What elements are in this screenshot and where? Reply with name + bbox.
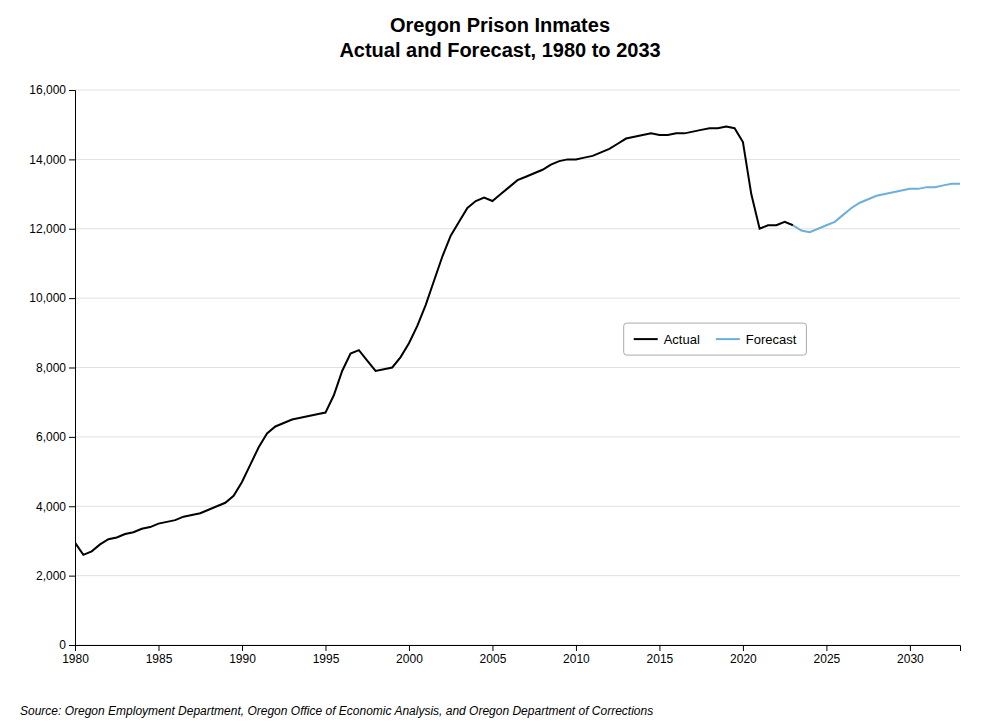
x-tick: 1990: [229, 645, 256, 666]
y-tick: 8,000: [36, 361, 75, 375]
y-tick-mark: [69, 368, 75, 369]
y-tick-label: 12,000: [29, 222, 66, 236]
y-tick: 12,000: [29, 222, 75, 236]
legend-label: Actual: [664, 332, 700, 347]
y-tick-mark: [69, 229, 75, 230]
legend-label: Forecast: [746, 332, 797, 347]
y-axis: 0 2,000 4,000 6,000 8,000 10,000 12,000 14,000 1…: [29, 83, 75, 652]
y-tick-label: 14,000: [29, 153, 66, 167]
x-tick-label: 1995: [313, 652, 340, 666]
x-tick-label: 2030: [897, 652, 924, 666]
grid-line: [75, 506, 960, 507]
y-tick-mark: [69, 506, 75, 507]
y-tick-label: 4,000: [36, 500, 66, 514]
y-tick: 4,000: [36, 500, 75, 514]
x-tick-mark: [492, 645, 493, 651]
x-tick: 1995: [313, 645, 340, 666]
title: Oregon Prison Inmates Actual and Forecast…: [339, 14, 660, 61]
source-note: Source: Oregon Employment Department, Or…: [20, 704, 653, 718]
y-tick-mark: [69, 298, 75, 299]
x-tick-label: 1980: [62, 652, 89, 666]
y-axis-line: [69, 91, 76, 646]
x-tick: 2025: [814, 645, 841, 666]
x-tick-mark: [158, 645, 159, 651]
legend-item: Forecast: [716, 332, 797, 347]
y-tick-label: 16,000: [29, 83, 66, 97]
x-tick: 2010: [563, 645, 590, 666]
series-line: [793, 184, 960, 233]
legend: Actual Forecast: [624, 323, 807, 355]
x-tick-mark: [576, 645, 577, 651]
y-tick-label: 8,000: [36, 361, 66, 375]
x-tick-mark: [242, 645, 243, 651]
x-tick-mark: [325, 645, 326, 651]
x-tick-mark: [659, 645, 660, 651]
grid-line: [75, 228, 960, 229]
y-tick-label: 0: [59, 638, 66, 652]
y-tick-label: 2,000: [36, 569, 66, 583]
x-tick-label: 2020: [730, 652, 757, 666]
plot: 1980 1985 1990 1995 2000 2005 2010 2015 2020 2025…: [29, 83, 960, 665]
title-line: Oregon Prison Inmates: [390, 14, 610, 36]
x-tick-label: 2025: [814, 652, 841, 666]
series-line: [75, 126, 793, 554]
x-tick-label: 1985: [146, 652, 173, 666]
legend-item: Actual: [634, 332, 700, 347]
x-tick-mark: [826, 645, 827, 651]
x-axis: 1980 1985 1990 1995 2000 2005 2010 2015 2020 2025…: [62, 645, 960, 666]
y-tick-mark: [69, 645, 75, 646]
x-tick: 2005: [480, 645, 507, 666]
x-tick: 2000: [396, 645, 423, 666]
x-tick: 1985: [146, 645, 173, 666]
x-tick-mark: [743, 645, 744, 651]
grid: [75, 90, 960, 645]
grid-line: [75, 159, 960, 160]
y-tick: 0: [59, 638, 75, 652]
grid-line: [75, 575, 960, 576]
x-axis-line: [76, 646, 961, 652]
y-tick: 10,000: [29, 291, 75, 305]
x-tick-label: 2005: [480, 652, 507, 666]
title-line: Actual and Forecast, 1980 to 2033: [339, 39, 660, 61]
y-tick: 16,000: [29, 83, 75, 97]
y-tick: 14,000: [29, 153, 75, 167]
x-tick-label: 2010: [563, 652, 590, 666]
lines: [75, 126, 960, 554]
y-tick-label: 10,000: [29, 291, 66, 305]
x-tick-label: 2000: [396, 652, 423, 666]
grid-line: [75, 298, 960, 299]
y-tick-label: 6,000: [36, 430, 66, 444]
y-tick-mark: [69, 437, 75, 438]
x-tick: 2015: [647, 645, 674, 666]
x-tick-mark: [409, 645, 410, 651]
x-tick-label: 2015: [647, 652, 674, 666]
x-tick: 2020: [730, 645, 757, 666]
y-tick-mark: [69, 159, 75, 160]
x-tick: 1980: [62, 645, 89, 666]
grid-line: [75, 367, 960, 368]
legend-swatch: [716, 338, 740, 340]
x-tick: 2030: [897, 645, 924, 666]
x-tick-label: 1990: [229, 652, 256, 666]
y-tick-mark: [69, 576, 75, 577]
y-tick: 6,000: [36, 430, 75, 444]
chart: 1980 1985 1990 1995 2000 2005 2010 2015 2020 2025…: [0, 0, 1000, 725]
legend-box: [624, 323, 807, 355]
y-tick-mark: [69, 90, 75, 91]
y-tick: 2,000: [36, 569, 75, 583]
legend-swatch: [634, 338, 658, 340]
x-tick-mark: [910, 645, 911, 651]
grid-line: [75, 90, 960, 91]
grid-line: [75, 436, 960, 437]
